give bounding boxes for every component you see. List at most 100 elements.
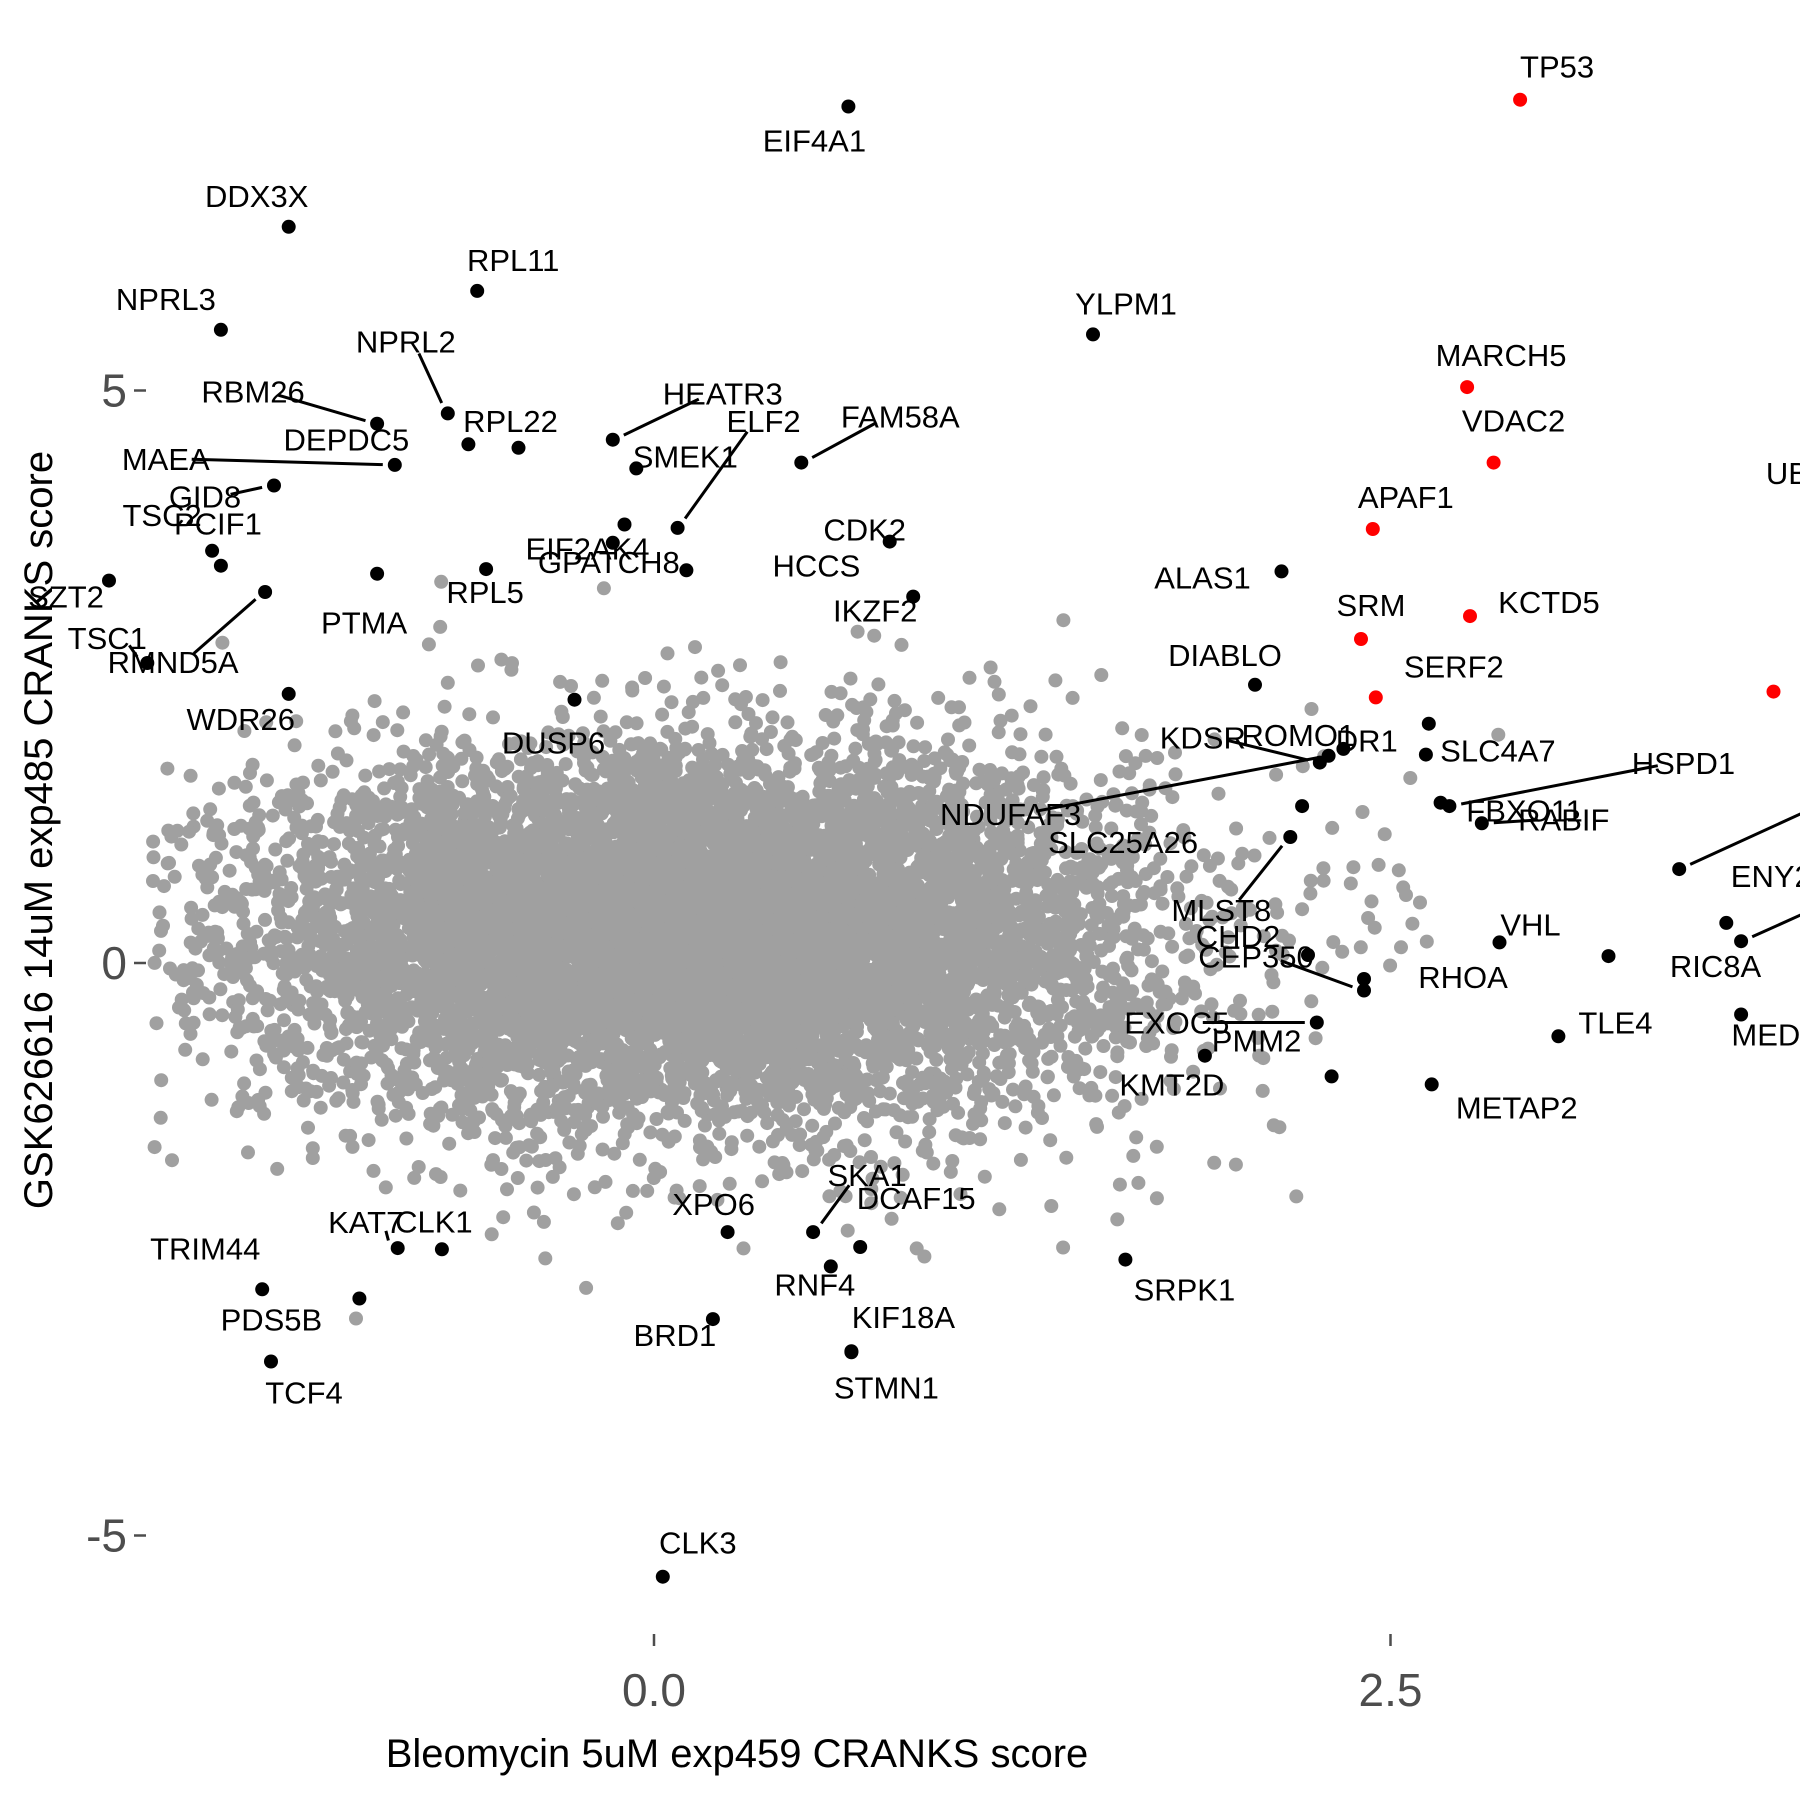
background-point: [1165, 790, 1180, 805]
background-point: [186, 806, 201, 821]
background-point: [305, 1141, 320, 1156]
background-point: [656, 679, 671, 694]
background-point: [510, 1171, 525, 1185]
background-point: [237, 1076, 252, 1091]
background-point: [1144, 954, 1159, 969]
background-point: [366, 728, 381, 743]
background-point: [455, 774, 470, 789]
background-point: [1204, 997, 1219, 1012]
background-point: [655, 1127, 670, 1142]
background-point: [974, 1095, 989, 1110]
background-point: [1013, 1152, 1028, 1167]
background-point: [147, 1140, 162, 1155]
background-point: [361, 1133, 376, 1148]
background-point: [1056, 1240, 1071, 1255]
background-point: [258, 912, 272, 927]
background-point: [310, 812, 325, 827]
background-point: [1112, 1177, 1127, 1192]
background-point: [1134, 728, 1149, 742]
background-point: [305, 1151, 320, 1165]
background-point: [773, 683, 787, 698]
background-point: [1364, 894, 1379, 909]
background-point: [272, 865, 287, 880]
background-point: [1303, 873, 1318, 888]
background-point: [818, 708, 833, 722]
background-point: [202, 990, 217, 1005]
background-point: [1184, 859, 1199, 874]
background-point: [897, 703, 912, 718]
background-point: [313, 1100, 328, 1115]
background-point: [564, 679, 578, 693]
background-point: [1005, 793, 1020, 808]
background-point: [1229, 821, 1244, 836]
background-point: [943, 1164, 958, 1179]
background-point: [149, 1016, 164, 1031]
background-point: [429, 1167, 443, 1182]
background-point: [839, 1138, 854, 1153]
background-point: [268, 842, 283, 857]
background-point: [530, 1126, 545, 1141]
background-point: [345, 1139, 360, 1154]
background-point: [667, 1129, 682, 1144]
background-point: [378, 1180, 393, 1195]
background-point: [728, 715, 743, 730]
background-point: [910, 715, 925, 730]
background-point: [1044, 1199, 1059, 1213]
background-point: [1034, 749, 1049, 764]
background-point: [211, 781, 226, 796]
background-point: [165, 1153, 179, 1168]
background-point: [152, 905, 167, 920]
background-point: [147, 955, 162, 970]
background-point: [212, 894, 227, 909]
background-point: [235, 1089, 250, 1104]
background-point: [711, 663, 726, 678]
background-point: [1174, 991, 1189, 1006]
background-point: [848, 741, 863, 756]
background-point: [1036, 770, 1051, 785]
background-point: [1096, 1039, 1111, 1053]
background-point: [993, 713, 1008, 728]
background-point: [593, 709, 608, 724]
background-point: [640, 1183, 655, 1198]
background-point: [215, 1008, 230, 1023]
background-point: [1006, 1082, 1020, 1097]
background-point: [1094, 668, 1109, 682]
background-point: [174, 837, 189, 852]
background-point: [154, 1073, 169, 1088]
background-point: [1056, 613, 1071, 628]
background-point: [164, 829, 179, 844]
background-point: [287, 738, 302, 753]
background-point: [399, 1131, 414, 1146]
background-point: [840, 1223, 855, 1238]
background-point: [1168, 745, 1182, 760]
background-point: [437, 699, 452, 714]
background-point: [895, 1167, 910, 1182]
background-point: [146, 834, 161, 849]
background-point: [195, 1052, 210, 1067]
background-point: [660, 646, 675, 661]
background-point: [843, 671, 858, 686]
background-point: [1023, 699, 1038, 714]
background-point: [792, 1138, 807, 1153]
background-point: [500, 1182, 514, 1197]
background-point: [664, 695, 679, 710]
background-point: [992, 1202, 1007, 1217]
background-point: [941, 732, 955, 747]
background-point: [178, 1042, 193, 1057]
background-point: [700, 727, 715, 742]
background-point: [1343, 876, 1358, 891]
background-point: [1013, 727, 1028, 742]
background-point: [462, 707, 477, 722]
background-point: [755, 693, 770, 708]
background-point: [1256, 929, 1271, 944]
background-point: [238, 779, 253, 794]
background-point: [976, 1033, 991, 1048]
background-point: [506, 1145, 521, 1160]
background-point: [1353, 940, 1368, 955]
background-point: [442, 1136, 457, 1151]
background-point: [1044, 1049, 1059, 1064]
background-point: [1089, 1117, 1104, 1132]
background-point: [532, 1067, 547, 1082]
background-point: [710, 1192, 725, 1207]
